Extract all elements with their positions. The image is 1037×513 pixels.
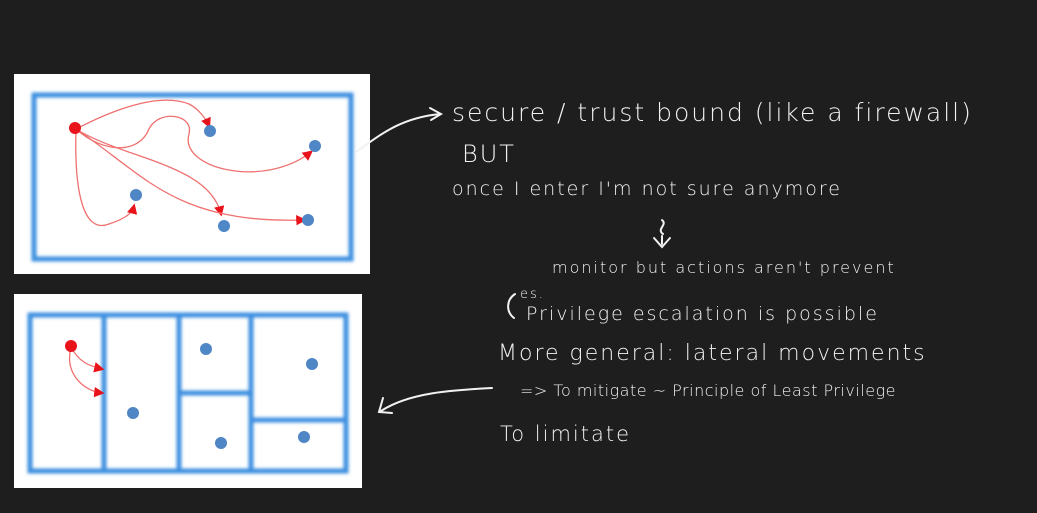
host-node xyxy=(200,343,212,355)
attack-path xyxy=(75,99,211,130)
attack-path xyxy=(75,128,138,227)
arrow-down-icon xyxy=(653,235,671,249)
note-trust-boundary: secure / trust bound (like a firewall) xyxy=(452,98,973,127)
note-monitor: monitor but actions aren't prevent xyxy=(552,258,896,277)
host-node xyxy=(204,125,216,137)
host-node xyxy=(309,140,321,152)
note-lateral-movements: More general: lateral movements xyxy=(498,341,927,366)
note-privilege-escalation: Privilege escalation is possible xyxy=(526,303,879,325)
attack-path xyxy=(70,346,105,373)
trust-boundary xyxy=(31,92,354,262)
attack-path xyxy=(75,128,307,226)
perimeter-diagram xyxy=(14,74,370,274)
attacker-node xyxy=(69,122,81,134)
note-es: es. xyxy=(520,287,545,302)
segmented-diagram-canvas xyxy=(27,312,349,474)
host-node xyxy=(215,437,227,449)
attacker-node xyxy=(65,340,77,352)
attack-path xyxy=(75,128,225,217)
host-node xyxy=(218,220,230,232)
segmented-diagram xyxy=(14,294,362,488)
note-once-enter: once I enter I'm not sure anymore xyxy=(452,178,842,200)
tilde-icon xyxy=(659,219,665,235)
paren-bracket xyxy=(507,293,516,319)
arrow-left-icon xyxy=(377,387,493,414)
note-but: BUT xyxy=(462,140,516,168)
host-node xyxy=(306,358,318,370)
attack-path xyxy=(68,346,105,398)
segment-boundary xyxy=(27,312,349,474)
host-node xyxy=(298,431,310,443)
host-node xyxy=(127,407,139,419)
note-mitigate: => To mitigate ~ Principle of Least Priv… xyxy=(520,381,897,400)
perimeter-diagram-canvas xyxy=(31,92,354,262)
note-limitate: To limitate xyxy=(500,422,631,446)
attack-path xyxy=(75,115,314,173)
host-node xyxy=(130,189,142,201)
host-node xyxy=(302,214,314,226)
